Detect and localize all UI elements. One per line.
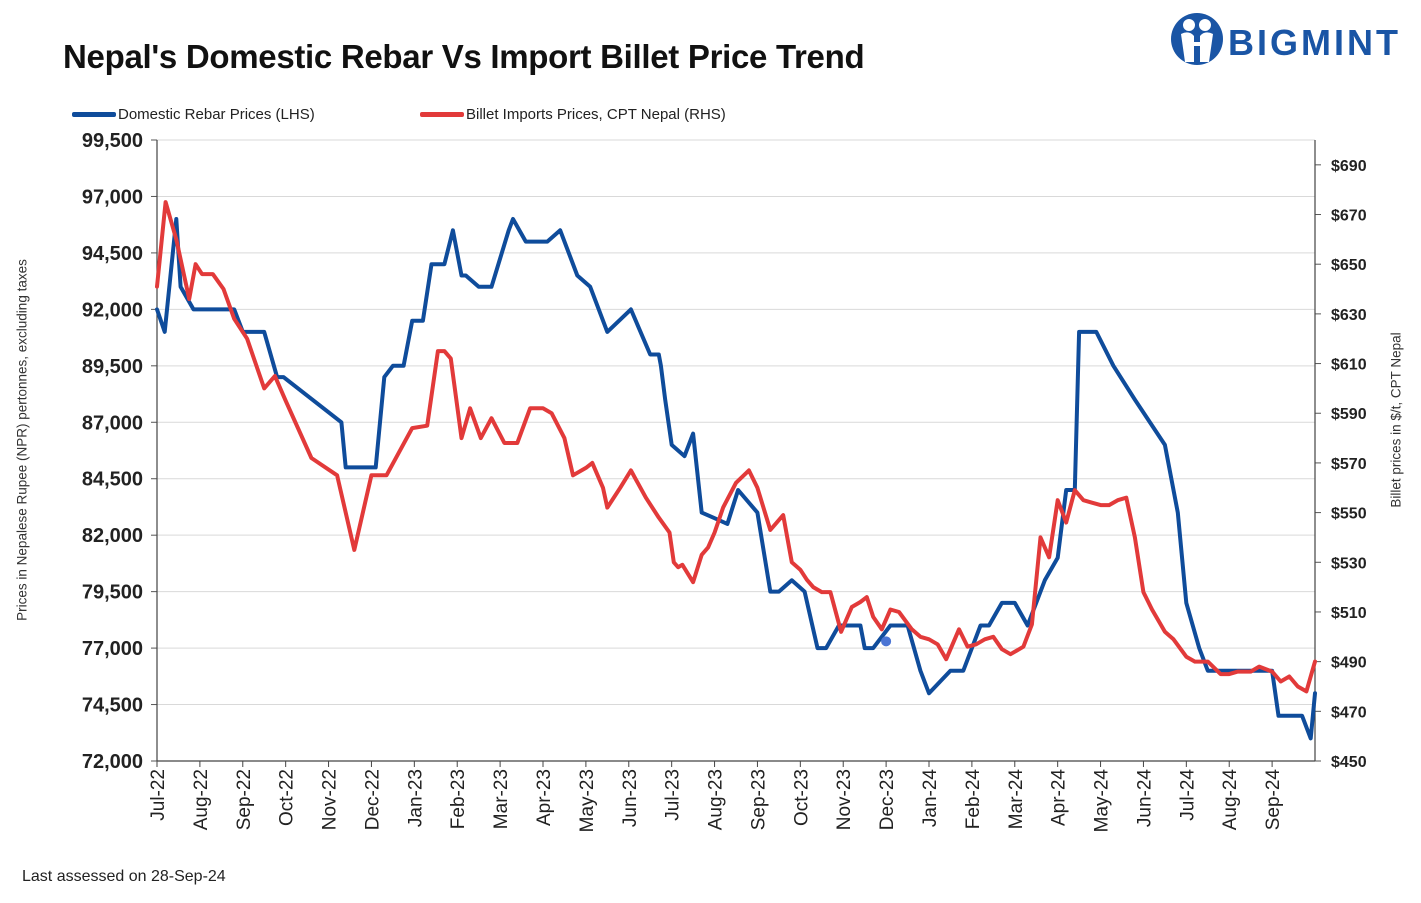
left-tick-label: 77,000 [82, 638, 143, 660]
x-tick-label: Nov-22 [320, 769, 341, 830]
x-tick-label: Aug-23 [706, 769, 727, 830]
billet-import-line [155, 200, 1317, 694]
x-tick-label: Apr-23 [534, 769, 555, 826]
right-axis-label: Billet prices in $/t, CPT Nepal [1388, 332, 1404, 508]
legend-label-domestic: Domestic Rebar Prices (LHS) [118, 105, 315, 123]
x-tick-label: Sep-23 [748, 769, 769, 830]
left-tick-label: 74,500 [82, 695, 143, 717]
left-tick-label: 92,000 [82, 299, 143, 321]
x-tick-label: Oct-23 [791, 769, 812, 826]
left-tick-label: 79,500 [82, 582, 143, 604]
x-tick-label: Jan-23 [405, 769, 426, 827]
x-tick-label: Sep-24 [1263, 769, 1284, 831]
left-axis-label: Prices in Nepalese Rupee (NPR) pertonnes… [14, 259, 30, 621]
legend-label-billet: Billet Imports Prices, CPT Nepal (RHS) [466, 105, 726, 123]
left-tick-label: 97,000 [82, 186, 143, 208]
legend-swatch-domestic [72, 111, 116, 117]
right-tick-label: $610 [1331, 357, 1367, 374]
right-tick-label: $530 [1331, 555, 1367, 572]
x-tick-label: Aug-24 [1220, 769, 1241, 831]
footnote: Last assessed on 28-Sep-24 [22, 868, 226, 885]
bigmint-logo-text: BIGMINT [1228, 22, 1401, 63]
x-tick-label: Jun-23 [620, 769, 641, 827]
right-tick-label: $550 [1331, 506, 1367, 523]
left-tick-label: 89,500 [82, 356, 143, 378]
legend-swatch-billet [420, 111, 464, 117]
x-tick-label: Jul-23 [663, 769, 684, 821]
x-tick-label: Jul-22 [148, 769, 169, 821]
right-tick-label: $570 [1331, 456, 1367, 473]
x-tick-label: Jun-24 [1134, 769, 1155, 828]
right-tick-label: $630 [1331, 307, 1367, 324]
x-tick-label: Oct-22 [277, 769, 298, 826]
x-tick-label: May-24 [1092, 769, 1113, 833]
left-tick-label: 99,500 [82, 130, 143, 152]
legend-item-billet: Billet Imports Prices, CPT Nepal (RHS) [420, 104, 726, 124]
left-tick-label: 94,500 [82, 243, 143, 265]
bigmint-logo: BIGMINT [1170, 8, 1415, 72]
domestic-rebar-line [155, 217, 1317, 741]
right-tick-label: $490 [1331, 655, 1367, 672]
x-tick-label: Sep-22 [234, 769, 255, 830]
right-tick-label: $510 [1331, 605, 1367, 622]
x-tick-label: Dec-23 [877, 769, 898, 830]
x-tick-label: Nov-23 [834, 769, 855, 830]
x-tick-label: Apr-24 [1049, 769, 1070, 826]
x-tick-label: Mar-23 [491, 769, 512, 829]
chart-title: Nepal's Domestic Rebar Vs Import Billet … [63, 38, 865, 75]
right-tick-label: $470 [1331, 704, 1367, 721]
x-tick-label: Jul-24 [1177, 769, 1198, 821]
x-tick-label: Feb-23 [448, 769, 469, 829]
data-point-marker [881, 636, 892, 647]
x-tick-label: Feb-24 [963, 769, 984, 830]
x-tick-label: Dec-22 [362, 769, 383, 830]
bigmint-logo-icon [1171, 13, 1223, 65]
left-tick-label: 84,500 [82, 469, 143, 491]
left-tick-label: 82,000 [82, 525, 143, 547]
x-tick-label: Aug-22 [191, 769, 212, 830]
left-tick-label: 72,000 [82, 751, 143, 773]
x-tick-label: Jan-24 [920, 769, 941, 828]
x-tick-label: May-23 [577, 769, 598, 832]
x-tick-label: Mar-24 [1006, 769, 1027, 830]
left-tick-label: 87,000 [82, 412, 143, 434]
right-tick-label: $690 [1331, 158, 1367, 175]
right-tick-label: $450 [1331, 754, 1367, 771]
right-tick-label: $590 [1331, 406, 1367, 423]
right-tick-label: $670 [1331, 208, 1367, 225]
right-tick-label: $650 [1331, 257, 1367, 274]
legend-item-domestic: Domestic Rebar Prices (LHS) [72, 104, 315, 124]
